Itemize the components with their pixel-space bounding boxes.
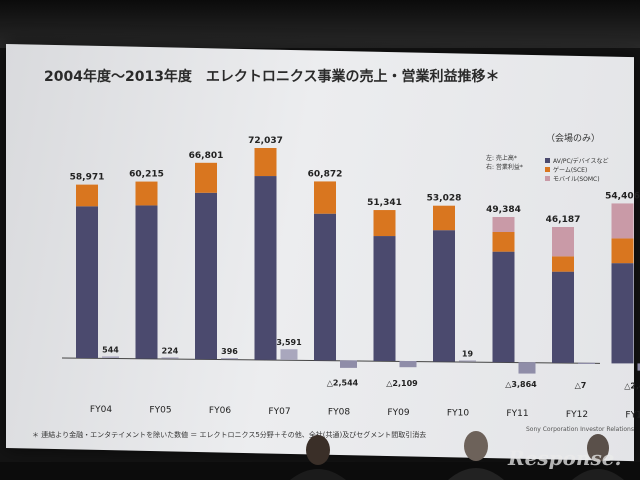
legend-item-0: AV/PC/デバイスなど <box>553 157 609 165</box>
legend-item-2: モバイル(SOMC) <box>553 176 600 183</box>
bar-av-FY12 <box>552 271 574 363</box>
bar-game-FY13 <box>611 238 634 264</box>
legend-item-1: ゲーム(SCE) <box>553 166 587 174</box>
bar-game-FY04 <box>76 184 98 207</box>
category-label-FY10: FY10 <box>447 409 469 419</box>
income-label-FY09: △2,109 <box>386 379 418 388</box>
income-label-FY08: △2,544 <box>327 378 359 387</box>
bar-game-FY07 <box>254 148 277 177</box>
category-label-FY09: FY09 <box>387 408 409 418</box>
income-label-FY13: △2,456 <box>624 381 640 390</box>
sales-label-FY04: 58,971 <box>70 173 105 183</box>
sales-label-FY08: 60,872 <box>308 169 343 179</box>
category-label-FY06: FY06 <box>209 406 231 416</box>
presenter-3 <box>572 434 624 480</box>
sales-label-FY07: 72,037 <box>248 136 283 146</box>
category-label-FY07: FY07 <box>268 407 290 417</box>
bar-game-FY09 <box>373 210 396 237</box>
presenter-2 <box>448 431 504 480</box>
slide-title: 2004年度～2013年度 エレクトロニクス事業の売上・営業利益推移＊ <box>44 69 500 85</box>
presenter-1 <box>290 435 346 480</box>
bar-av-FY09 <box>373 236 396 361</box>
bar-game-FY11 <box>492 232 515 252</box>
bar-av-FY07 <box>254 176 277 360</box>
bar-income-FY07 <box>280 349 298 360</box>
sales-label-FY09: 51,341 <box>367 198 402 208</box>
bar-income-FY11 <box>518 362 536 374</box>
bar-income-FY10 <box>459 360 476 362</box>
income-label-FY10: 19 <box>462 349 474 358</box>
sales-label-FY13: 54,406 <box>605 191 640 201</box>
bar-game-FY08 <box>314 181 336 214</box>
auditorium-ceiling <box>0 0 640 48</box>
venue-only-note: （会場のみ） <box>546 134 601 144</box>
watermark-logo: Response. <box>508 446 622 470</box>
bar-mobile-FY12 <box>552 227 574 257</box>
category-label-FY04: FY04 <box>90 405 112 415</box>
income-label-FY12: △7 <box>575 381 587 390</box>
credit-line: Sony Corporation Investor Relations <box>526 426 634 433</box>
income-label-FY11: △3,864 <box>505 380 537 389</box>
bar-game-FY05 <box>135 181 158 206</box>
bar-income-FY13 <box>637 363 640 371</box>
bar-av-FY11 <box>492 251 515 363</box>
sales-label-FY11: 49,384 <box>486 205 521 215</box>
bar-game-FY12 <box>552 256 574 272</box>
legend-left-label: 左: 売上高* <box>486 154 517 162</box>
legend-swatch-1 <box>545 167 550 172</box>
bar-mobile-FY11 <box>492 217 515 233</box>
income-label-FY04: 544 <box>102 345 119 354</box>
bar-av-FY05 <box>135 205 158 359</box>
bar-av-FY04 <box>76 206 98 358</box>
bar-av-FY06 <box>195 192 217 360</box>
category-label-FY12: FY12 <box>566 410 588 420</box>
legend-swatch-0 <box>545 158 550 163</box>
category-label-FY08: FY08 <box>328 407 350 417</box>
category-label-FY13: FY13 <box>625 410 640 420</box>
bar-mobile-FY13 <box>611 203 634 239</box>
sales-label-FY05: 60,215 <box>129 170 164 180</box>
bar-game-FY06 <box>195 162 217 193</box>
category-label-FY11: FY11 <box>506 409 528 419</box>
category-label-FY05: FY05 <box>149 406 171 416</box>
bar-av-FY10 <box>433 230 455 362</box>
footnote: ＊ 連結より金融・エンタテイメントを除いた数値 ＝ エレクトロニクス5分野＋その… <box>32 431 427 439</box>
bar-av-FY08 <box>314 213 336 361</box>
legend-swatch-2 <box>545 176 550 181</box>
income-label-FY07: 3,591 <box>276 338 302 347</box>
income-label-FY06: 396 <box>221 347 238 356</box>
sales-label-FY10: 53,028 <box>427 194 462 204</box>
bar-income-FY04 <box>102 356 119 358</box>
bar-income-FY12 <box>578 362 595 364</box>
sales-label-FY12: 46,187 <box>546 215 581 225</box>
bar-income-FY06 <box>221 358 238 360</box>
legend-right-label: 右: 営業利益* <box>486 163 523 171</box>
sales-label-FY06: 66,801 <box>189 151 224 161</box>
bar-income-FY08 <box>340 360 357 368</box>
bar-av-FY13 <box>611 263 634 364</box>
x-axis-line <box>61 357 601 364</box>
bar-game-FY10 <box>433 205 455 231</box>
bar-income-FY09 <box>399 361 417 368</box>
income-label-FY05: 224 <box>162 346 179 355</box>
bar-income-FY05 <box>161 357 179 359</box>
